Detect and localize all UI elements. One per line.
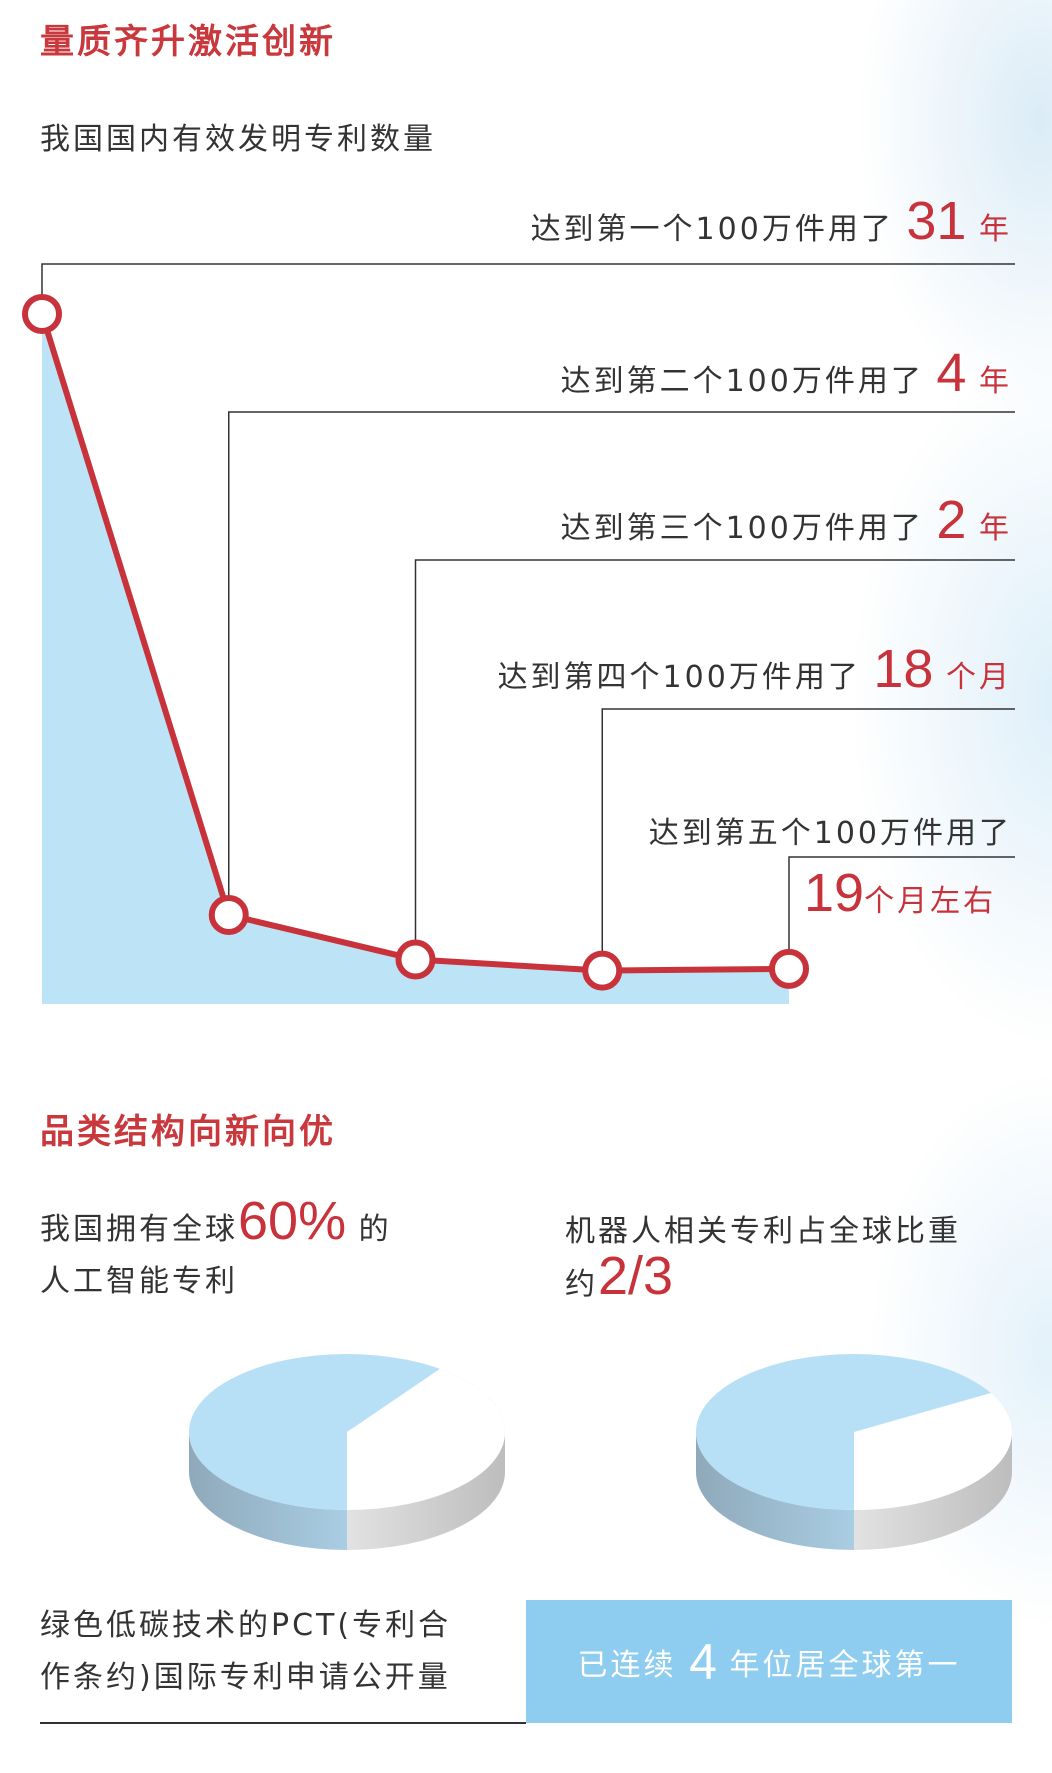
label-value: 31 [906, 191, 967, 251]
ai-pie-slice-blue [189, 1354, 505, 1510]
data-label: 达到第二个100万件用了 4 年 [561, 342, 1012, 404]
label-unit: 个月左右 [864, 884, 997, 919]
robot-stat-line1: 机器人相关专利占全球比重 [565, 1214, 961, 1249]
label-text: 达到第三个100万件用了 [560, 511, 924, 546]
label-unit: 个月 [946, 660, 1012, 695]
green-text-line1: 绿色低碳技术的PCT(专利合 [40, 1608, 452, 1643]
leader-line [788, 856, 1015, 969]
label-unit: 年 [979, 511, 1012, 546]
data-label-value: 19个月左右 [804, 862, 996, 924]
label-text: 达到第二个100万件用了 [560, 364, 924, 399]
badge-text-pre: 已连续 [577, 1647, 677, 1683]
line-chart [22, 263, 1015, 1004]
divider [40, 1722, 526, 1724]
robot-pie-side-white [854, 1432, 1012, 1550]
label-unit: 年 [979, 212, 1012, 247]
data-point [22, 293, 62, 334]
robot-pie-slice-blue [696, 1354, 1012, 1510]
data-label-text: 达到第五个100万件用了 [648, 816, 1012, 851]
section-title-2: 品类结构向新向优 [40, 1112, 336, 1152]
data-label: 达到第四个100万件用了 18 个月 [498, 638, 1012, 700]
chart-subtitle: 我国国内有效发明专利数量 [40, 122, 436, 157]
ai-stat-line2: 人工智能专利 [40, 1264, 238, 1299]
ai-text: 我国拥有全球 [40, 1212, 238, 1247]
data-point [395, 939, 436, 980]
green-text-line2: 作条约)国际专利申请公开量 [40, 1660, 451, 1695]
ai-value: 60% [238, 1191, 347, 1251]
robot-text: 约 [565, 1267, 598, 1302]
ai-stat-line1: 我国拥有全球60% 的 [40, 1190, 392, 1252]
label-text: 达到第四个100万件用了 [497, 660, 861, 695]
ai-pie-slice-white [347, 1368, 505, 1510]
section-title-1: 量质齐升激活创新 [40, 22, 336, 62]
ranking-badge: 已连续 4 年位居全球第一 [526, 1600, 1012, 1723]
label-value: 19 [804, 863, 865, 923]
label-value: 18 [873, 639, 934, 699]
robot-value: 2/3 [598, 1246, 674, 1306]
data-label: 达到第三个100万件用了 2 年 [561, 489, 1012, 551]
badge-value: 4 [689, 1633, 717, 1690]
robot-pie-side-blue [696, 1432, 854, 1550]
label-value: 4 [936, 343, 967, 403]
ai-text-post: 的 [358, 1212, 392, 1247]
badge-text-post: 年位居全球第一 [729, 1647, 961, 1683]
robot-pie-slice-white [854, 1393, 1013, 1510]
ai-pie-side-white [347, 1432, 505, 1550]
robot-stat-line2: 约2/3 [565, 1245, 673, 1307]
data-point [769, 948, 809, 989]
leader-line [414, 559, 1015, 960]
data-point [208, 894, 249, 935]
ai-pie-side-blue [189, 1432, 347, 1550]
leader-line [601, 708, 1015, 971]
data-point [582, 950, 623, 991]
label-text: 达到第一个100万件用了 [530, 212, 894, 247]
leader-line [41, 263, 1015, 314]
leader-line [228, 411, 1015, 915]
label-value: 2 [936, 490, 967, 550]
label-unit: 年 [979, 364, 1012, 399]
data-label: 达到第一个100万件用了 31 年 [531, 190, 1012, 252]
area-fill [42, 313, 789, 1004]
